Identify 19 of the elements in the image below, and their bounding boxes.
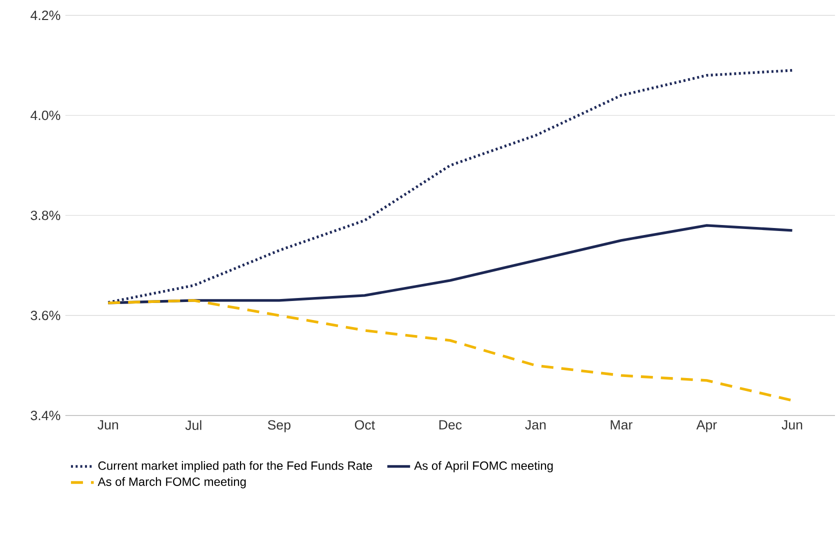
x-tick-label: Oct	[354, 420, 375, 430]
y-tick-label: 4.0%	[30, 110, 60, 120]
y-tick-label: 3.6%	[30, 310, 60, 320]
x-tick-label: Sep	[268, 420, 290, 433]
y-tick-label: 3.4%	[30, 411, 60, 420]
y-tick-label: 3.8%	[30, 210, 60, 220]
x-tick-label: Dec	[439, 420, 462, 430]
line-series	[106, 299, 794, 402]
legend-label: Current market implied path for the Fed Funds Rate	[98, 461, 372, 473]
x-tick-label: Mar	[610, 420, 632, 430]
y-tick-label: 4.2%	[30, 10, 60, 20]
x-tick-label: Jun	[98, 420, 118, 430]
x-tick-label: Jul	[185, 420, 202, 430]
x-tick-label: Jan	[525, 420, 546, 430]
line-series	[106, 69, 794, 304]
x-tick-label: Apr	[696, 420, 717, 432]
legend-label: As of March FOMC meeting	[98, 477, 246, 489]
x-tick-label: Jun	[782, 420, 802, 430]
legend-label: As of April FOMC meeting	[414, 461, 553, 473]
